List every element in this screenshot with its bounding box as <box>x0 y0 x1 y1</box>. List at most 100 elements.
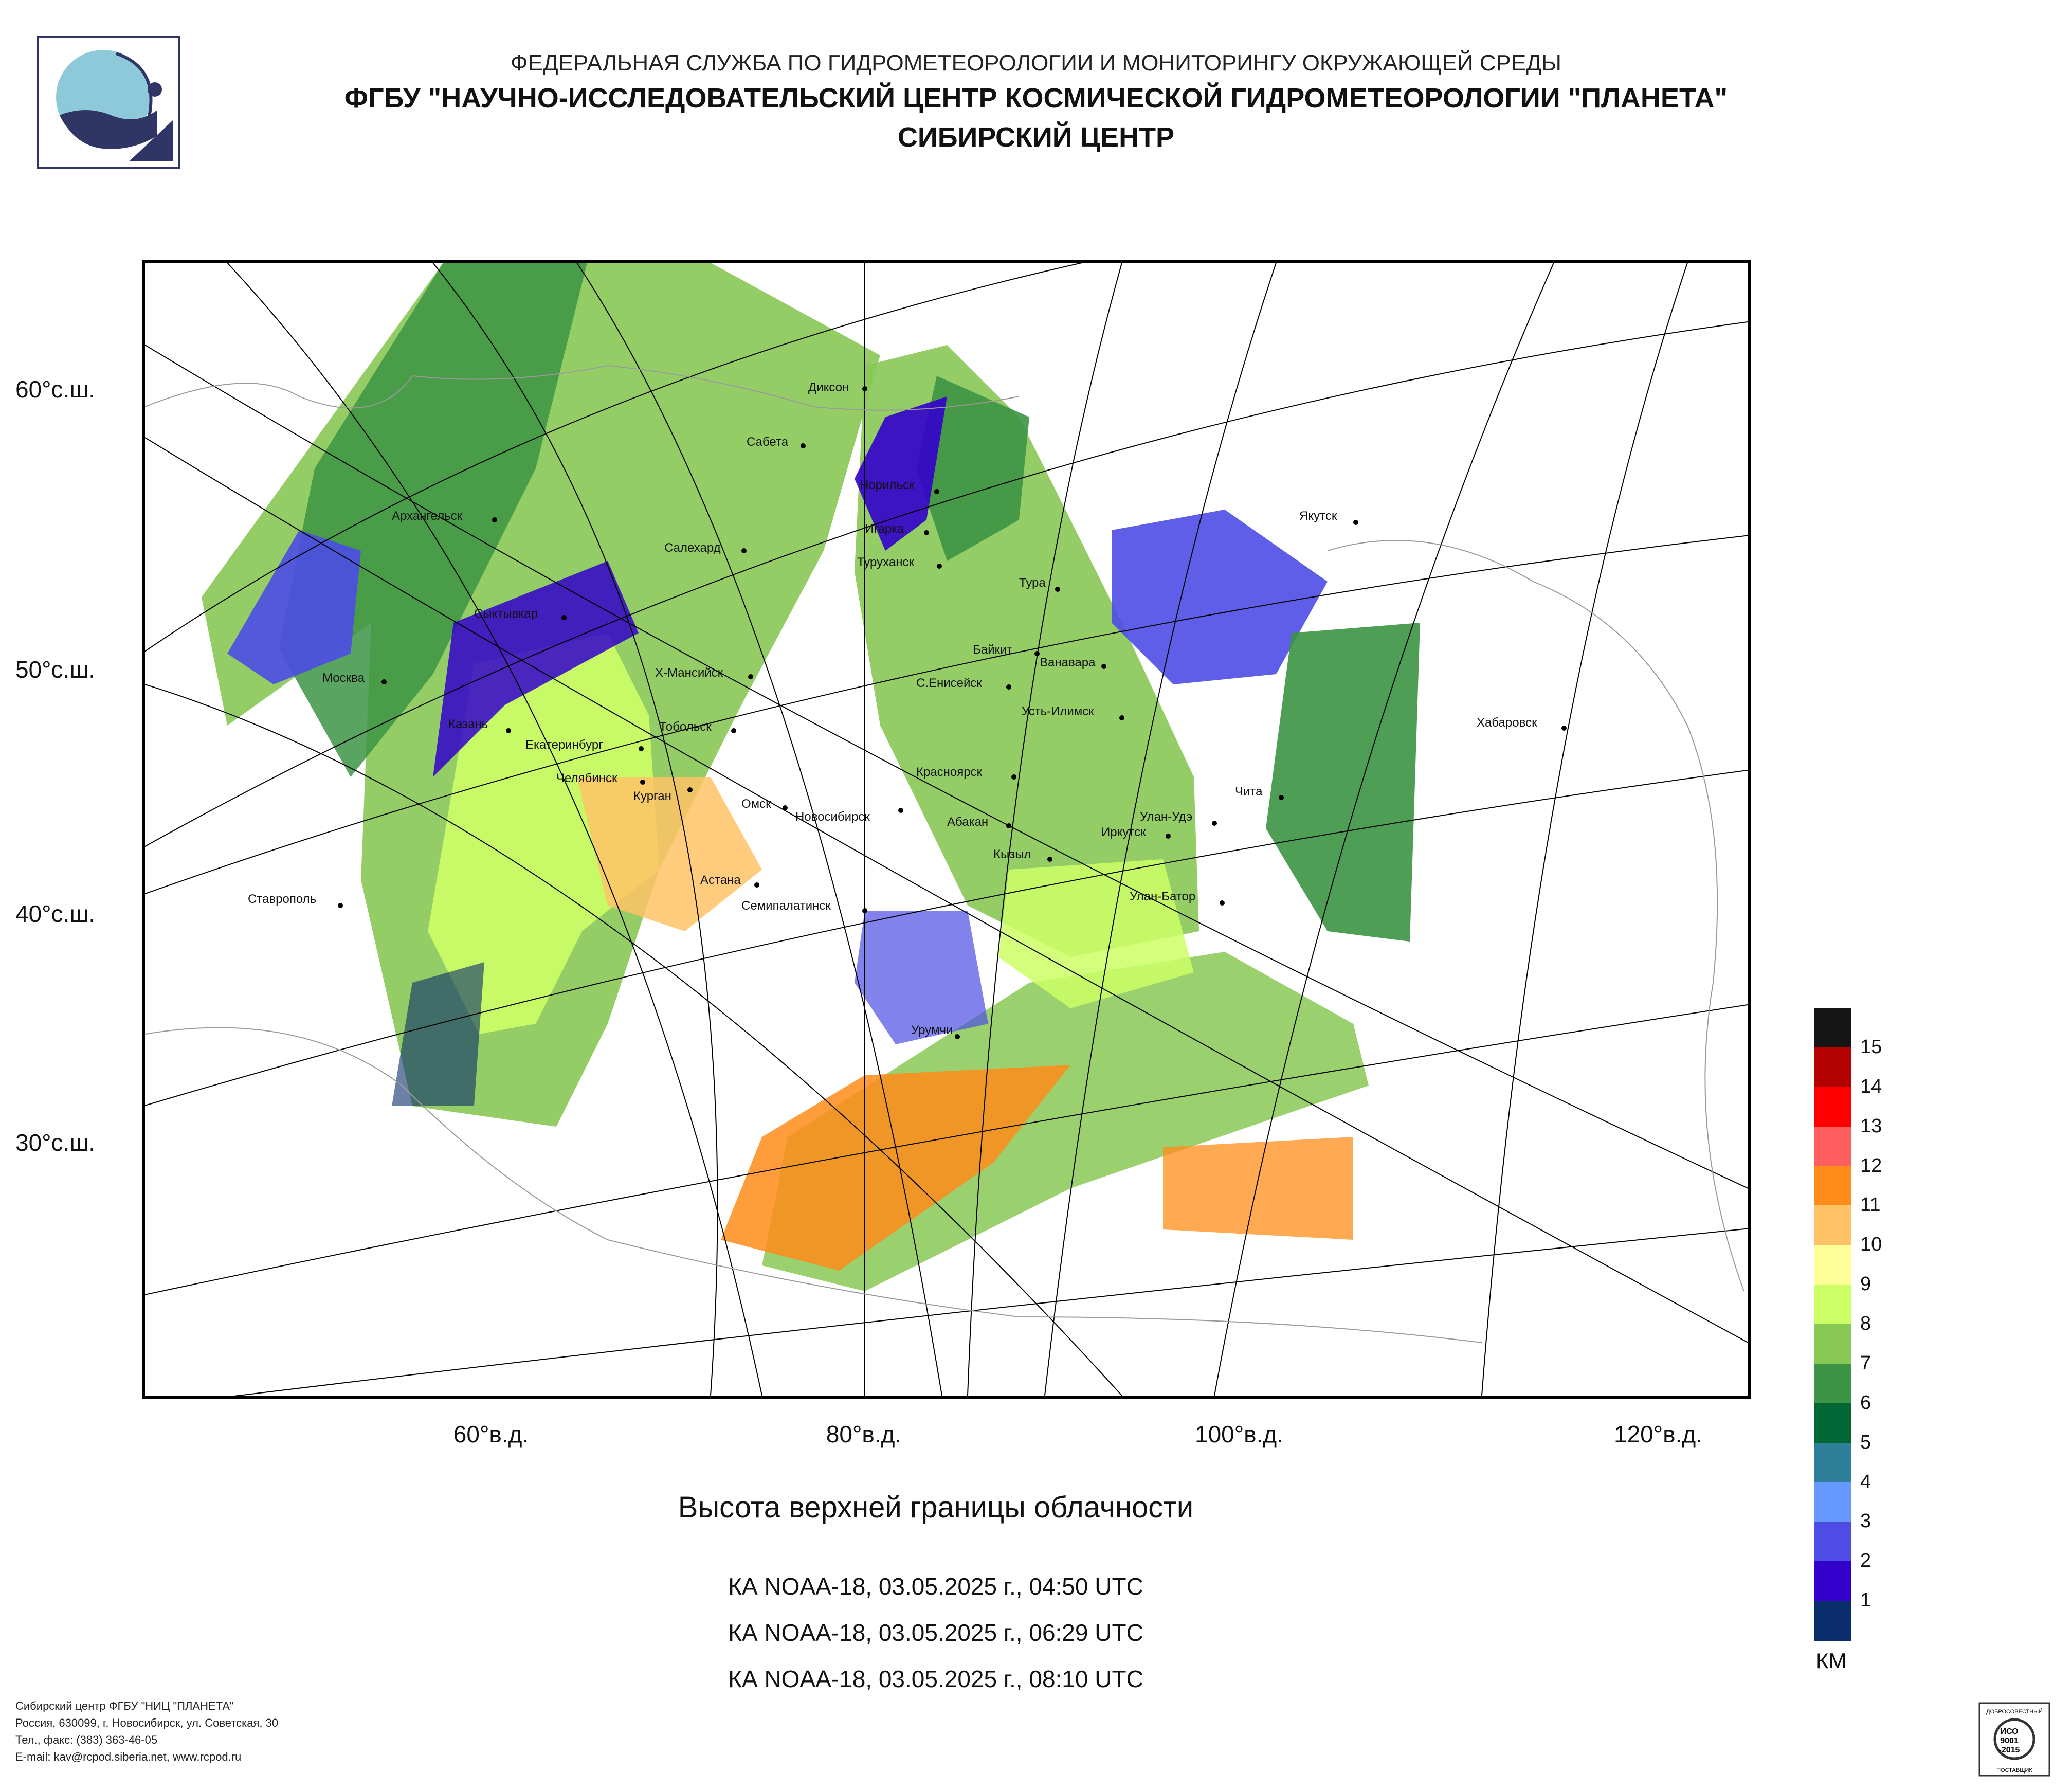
colorbar-label: 10 <box>1860 1234 1882 1256</box>
city-baykit: Байкит <box>973 643 1040 657</box>
colorbar-swatch <box>1814 1087 1851 1127</box>
cloud-swaths <box>202 263 1420 1291</box>
city-igarka: Игарка <box>865 522 929 536</box>
city-ust-ilimsk: Усть-Илимск <box>1022 704 1124 720</box>
colorbar-label: 6 <box>1860 1391 1871 1414</box>
svg-text:Красноярск: Красноярск <box>916 765 983 779</box>
colorbar-swatch <box>1814 1403 1851 1443</box>
svg-text:Абакан: Абакан <box>947 815 988 829</box>
svg-text:Туруханск: Туруханск <box>857 555 914 569</box>
city-khanty-mansiysk: Х-Мансийск <box>655 666 753 680</box>
city-chelyabinsk: Челябинск <box>556 771 645 785</box>
svg-text:Ставрополь: Ставрополь <box>248 892 316 906</box>
city-syktyvkar: Сыктывкар <box>474 607 567 621</box>
city-chita: Чита <box>1235 785 1284 800</box>
colorbar-swatch <box>1814 1166 1851 1206</box>
city-kazan: Казань <box>448 717 511 733</box>
colorbar-swatch <box>1814 1285 1851 1325</box>
colorbar-swatch <box>1814 1442 1851 1482</box>
city-kyzyl: Кызыл <box>993 847 1052 862</box>
svg-text:Тура: Тура <box>1019 576 1046 590</box>
svg-text:Якутск: Якутск <box>1299 509 1337 523</box>
colorbar-swatch <box>1814 1561 1851 1601</box>
colorbar-swatch <box>1814 1482 1851 1522</box>
header-branch: СИБИРСКИЙ ЦЕНТР <box>897 122 1175 153</box>
city-khabarovsk: Хабаровск <box>1477 716 1567 731</box>
city-sabeta: Сабета <box>747 435 806 449</box>
city-norilsk: Норильск <box>860 478 939 494</box>
pass-line-1: КА NOAA-18, 03.05.2025 г., 04:50 UTC <box>728 1573 1143 1600</box>
colorbar-label: 4 <box>1860 1471 1871 1493</box>
lon-label-80: 80°в.д. <box>826 1421 902 1448</box>
map-title: Высота верхней границы облачности <box>678 1491 1194 1524</box>
svg-text:Диксон: Диксон <box>808 381 849 394</box>
svg-text:Ванавара: Ванавара <box>1040 656 1096 670</box>
svg-text:Семипалатинск: Семипалатинск <box>741 899 831 913</box>
svg-text:Казань: Казань <box>448 717 488 731</box>
header-center: ФГБУ "НАУЧНО-ИССЛЕДОВАТЕЛЬСКИЙ ЦЕНТР КОС… <box>344 83 1728 114</box>
lat-label-40: 40°с.ш. <box>15 900 96 927</box>
colorbar-label: 12 <box>1860 1154 1882 1177</box>
lat-label-30: 30°с.ш. <box>15 1129 96 1156</box>
colorbar-label: 1 <box>1860 1589 1871 1612</box>
svg-text:Иркутск: Иркутск <box>1101 825 1146 839</box>
colorbar-swatch <box>1814 1601 1851 1641</box>
city-ekaterinburg: Екатеринбург <box>525 738 644 752</box>
city-krasnoyarsk: Красноярск <box>916 765 1016 780</box>
city-urumqi: Урумчи <box>911 1023 960 1039</box>
svg-text:Х-Мансийск: Х-Мансийск <box>655 666 723 680</box>
svg-text:Улан-Удэ: Улан-Удэ <box>1140 810 1192 824</box>
city-arkhangelsk: Архангельск <box>392 509 497 523</box>
svg-text:Астана: Астана <box>700 873 741 887</box>
graticule <box>145 263 1748 1396</box>
colorbar-unit: КМ <box>1816 1649 1847 1673</box>
lon-label-100: 100°в.д. <box>1195 1421 1283 1448</box>
lat-label-60: 60°с.ш. <box>15 376 96 403</box>
svg-text:Усть-Илимск: Усть-Илимск <box>1022 704 1094 718</box>
city-moscow: Москва <box>322 671 387 685</box>
city-kurgan: Курган <box>633 787 693 803</box>
colorbar-swatch <box>1814 1126 1851 1166</box>
svg-text:Курган: Курган <box>633 789 671 803</box>
lat-label-50: 50°с.ш. <box>15 656 96 683</box>
svg-text:Сыктывкар: Сыктывкар <box>474 607 538 621</box>
svg-text:Байкит: Байкит <box>973 643 1012 657</box>
svg-text:Тобольск: Тобольск <box>659 720 712 734</box>
city-semipalatinsk: Семипалатинск <box>741 899 867 913</box>
colorbar-label: 5 <box>1860 1431 1871 1453</box>
svg-text:Сабета: Сабета <box>747 435 789 449</box>
footer-address: Россия, 630099, г. Новосибирск, ул. Сове… <box>15 1716 279 1729</box>
pass-line-3: КА NOAA-18, 03.05.2025 г., 08:10 UTC <box>728 1666 1143 1692</box>
city-turukhansk: Туруханск <box>857 555 942 569</box>
header-agency: ФЕДЕРАЛЬНАЯ СЛУЖБА ПО ГИДРОМЕТЕОРОЛОГИИ … <box>511 50 1561 76</box>
city-irkutsk: Иркутск <box>1101 825 1171 839</box>
colorbar-label: 14 <box>1860 1075 1882 1097</box>
city-markers: Диксон Сабета Норильск Игарка Туруханск … <box>248 381 1567 1039</box>
svg-text:Чита: Чита <box>1235 785 1263 799</box>
svg-text:Екатеринбург: Екатеринбург <box>525 738 603 752</box>
colorbar-label: 11 <box>1860 1194 1881 1216</box>
colorbar-swatch <box>1814 1522 1851 1562</box>
city-ulan-bator: Улан-Батор <box>1130 890 1225 906</box>
svg-text:Новосибирск: Новосибирск <box>795 810 870 824</box>
city-yakutsk: Якутск <box>1299 509 1358 525</box>
svg-text:Норильск: Норильск <box>860 478 915 492</box>
svg-text:С.Енисейск: С.Енисейск <box>916 676 982 690</box>
height-colorbar <box>1814 1008 1851 1641</box>
svg-text:Улан-Батор: Улан-Батор <box>1130 890 1195 903</box>
city-tura: Тура <box>1019 576 1060 592</box>
pass-line-2: КА NOAA-18, 03.05.2025 г., 06:29 UTC <box>728 1619 1143 1646</box>
cloud-top-height-map: Диксон Сабета Норильск Игарка Туруханск … <box>142 260 1751 1399</box>
svg-text:ИСО: ИСО <box>2000 1727 2018 1736</box>
colorbar-label: 13 <box>1860 1115 1882 1137</box>
svg-text:Урумчи: Урумчи <box>911 1023 953 1037</box>
svg-text:Салехард: Салехард <box>664 541 721 555</box>
colorbar-swatch <box>1814 1205 1851 1245</box>
city-ulan-ude: Улан-Удэ <box>1140 810 1217 826</box>
city-abakan: Абакан <box>947 815 1011 829</box>
colorbar-swatch <box>1814 1008 1851 1048</box>
svg-text:Архангельск: Архангельск <box>392 509 463 523</box>
colorbar-swatch <box>1814 1245 1851 1285</box>
svg-text:Омск: Омск <box>741 797 771 811</box>
city-salekhard: Салехард <box>664 541 747 555</box>
